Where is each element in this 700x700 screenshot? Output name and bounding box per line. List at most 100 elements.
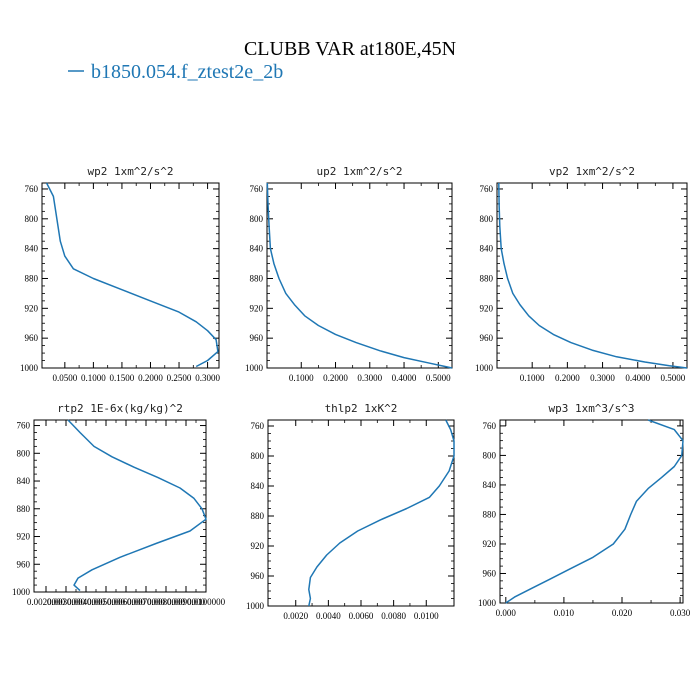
subplot-title: wp3 1xm^3/s^3 bbox=[548, 402, 634, 415]
x-tick-label: 0.4000 bbox=[392, 373, 417, 383]
y-tick-label: 840 bbox=[483, 480, 497, 490]
x-tick-label: 0.0100000 bbox=[187, 597, 226, 607]
x-tick-label: 0.0020000 bbox=[27, 597, 66, 607]
figure-title: CLUBB VAR at180E,45N bbox=[244, 38, 456, 60]
x-tick-label: 0.3000 bbox=[357, 373, 382, 383]
x-tick-label: 0.1000 bbox=[520, 373, 545, 383]
y-tick-label: 840 bbox=[17, 476, 31, 486]
x-tick-label: 0.0060000 bbox=[107, 597, 146, 607]
x-tick-label: 0.020 bbox=[612, 608, 633, 618]
y-tick-label: 960 bbox=[251, 571, 265, 581]
subplot-4: rtp2 1E-6x(kg/kg)^2 760 800 840 880 920 960 100… bbox=[12, 402, 226, 607]
subplot-title: up2 1xm^2/s^2 bbox=[316, 165, 402, 178]
y-tick-label: 920 bbox=[17, 532, 31, 542]
x-tick-label: 0.0080000 bbox=[147, 597, 186, 607]
y-tick-label: 1000 bbox=[478, 598, 497, 608]
y-tick-label: 880 bbox=[251, 511, 265, 521]
subplot-title: vp2 1xm^2/s^2 bbox=[549, 165, 635, 178]
legend: b1850.054.f_ztest2e_2b bbox=[68, 61, 283, 83]
x-tick-label: 0.0090000 bbox=[167, 597, 206, 607]
y-tick-label: 760 bbox=[25, 184, 39, 194]
subplot-5: thlp2 1xK^2 760 800 840 880 920 960 1000 0.0020 0… bbox=[246, 402, 455, 621]
series-line bbox=[498, 182, 688, 369]
x-tick-label: 0.5000 bbox=[661, 373, 686, 383]
x-tick-label: 0.1500 bbox=[110, 373, 135, 383]
x-tick-label: 0.0030000 bbox=[47, 597, 86, 607]
y-tick-label: 960 bbox=[483, 568, 497, 578]
y-tick-label: 800 bbox=[480, 214, 494, 224]
y-tick-label: 760 bbox=[17, 421, 31, 431]
legend-label: b1850.054.f_ztest2e_2b bbox=[91, 61, 283, 83]
y-tick-label: 880 bbox=[250, 273, 264, 283]
subplot-grid: wp2 1xm^2/s^2 760 800 840 880 920 960 1000 0.050… bbox=[12, 165, 691, 621]
y-tick-label: 1000 bbox=[245, 363, 264, 373]
plot-frame bbox=[33, 419, 207, 593]
y-tick-label: 960 bbox=[250, 333, 264, 343]
y-tick-label: 800 bbox=[25, 214, 39, 224]
y-tick-label: 840 bbox=[25, 244, 39, 254]
x-tick-label: 0.3000 bbox=[590, 373, 615, 383]
x-tick-label: 0.030 bbox=[670, 608, 691, 618]
x-tick-label: 0.4000 bbox=[625, 373, 650, 383]
y-tick-label: 760 bbox=[483, 421, 497, 431]
y-tick-label: 840 bbox=[250, 244, 264, 254]
plot-frame bbox=[499, 419, 684, 604]
plot-frame bbox=[41, 182, 220, 369]
series-line bbox=[67, 419, 207, 592]
y-tick-label: 1000 bbox=[475, 363, 494, 373]
x-tick-label: 0.1000 bbox=[289, 373, 314, 383]
series-line bbox=[505, 419, 684, 604]
x-tick-label: 0.2000 bbox=[555, 373, 580, 383]
y-tick-label: 760 bbox=[250, 184, 264, 194]
y-tick-label: 920 bbox=[483, 539, 497, 549]
x-tick-label: 0.0040 bbox=[316, 611, 341, 621]
x-tick-label: 0.2000 bbox=[323, 373, 348, 383]
series-line bbox=[308, 419, 455, 607]
plot-frame bbox=[267, 419, 455, 607]
x-tick-label: 0.2000 bbox=[138, 373, 163, 383]
y-tick-label: 800 bbox=[251, 451, 265, 461]
y-tick-label: 920 bbox=[480, 303, 494, 313]
y-tick-label: 760 bbox=[480, 184, 494, 194]
y-tick-label: 880 bbox=[480, 273, 494, 283]
x-tick-label: 0.0080 bbox=[381, 611, 406, 621]
y-tick-label: 880 bbox=[483, 509, 497, 519]
subplot-1: wp2 1xm^2/s^2 760 800 840 880 920 960 1000 0.050… bbox=[20, 165, 220, 383]
y-tick-label: 880 bbox=[25, 273, 39, 283]
x-tick-label: 0.2500 bbox=[167, 373, 192, 383]
y-tick-label: 880 bbox=[17, 504, 31, 514]
x-tick-label: 0.000 bbox=[496, 608, 517, 618]
y-tick-label: 840 bbox=[251, 481, 265, 491]
y-tick-label: 920 bbox=[25, 303, 39, 313]
y-tick-label: 960 bbox=[17, 559, 31, 569]
subplot-title: wp2 1xm^2/s^2 bbox=[87, 165, 173, 178]
x-tick-label: 0.010 bbox=[554, 608, 575, 618]
y-tick-label: 920 bbox=[251, 541, 265, 551]
x-tick-label: 0.0070000 bbox=[127, 597, 166, 607]
y-tick-label: 760 bbox=[251, 421, 265, 431]
subplot-2: up2 1xm^2/s^2 760 800 840 880 920 960 1000 0.100… bbox=[245, 165, 453, 383]
series-line bbox=[45, 182, 219, 368]
y-tick-label: 800 bbox=[250, 214, 264, 224]
y-tick-label: 920 bbox=[250, 303, 264, 313]
y-tick-label: 960 bbox=[480, 333, 494, 343]
x-tick-label: 0.0500 bbox=[52, 373, 77, 383]
series-line bbox=[266, 182, 453, 369]
y-tick-label: 1000 bbox=[246, 601, 265, 611]
y-tick-label: 1000 bbox=[12, 587, 31, 597]
y-tick-label: 800 bbox=[483, 450, 497, 460]
x-tick-label: 0.3000 bbox=[195, 373, 220, 383]
plot-frame bbox=[496, 182, 688, 369]
x-tick-label: 0.0100 bbox=[414, 611, 439, 621]
x-tick-label: 0.0050000 bbox=[87, 597, 126, 607]
x-tick-label: 0.0060 bbox=[349, 611, 374, 621]
x-tick-label: 0.5000 bbox=[426, 373, 451, 383]
subplot-title: thlp2 1xK^2 bbox=[325, 402, 398, 415]
subplot-3: vp2 1xm^2/s^2 760 800 840 880 920 960 1000 0.100… bbox=[475, 165, 688, 383]
x-tick-label: 0.0020 bbox=[283, 611, 308, 621]
subplot-title: rtp2 1E-6x(kg/kg)^2 bbox=[57, 402, 183, 415]
x-tick-label: 0.0040000 bbox=[67, 597, 106, 607]
subplot-6: wp3 1xm^3/s^3 760 800 840 880 920 960 10000.000… bbox=[478, 402, 691, 618]
x-tick-label: 0.1000 bbox=[81, 373, 106, 383]
